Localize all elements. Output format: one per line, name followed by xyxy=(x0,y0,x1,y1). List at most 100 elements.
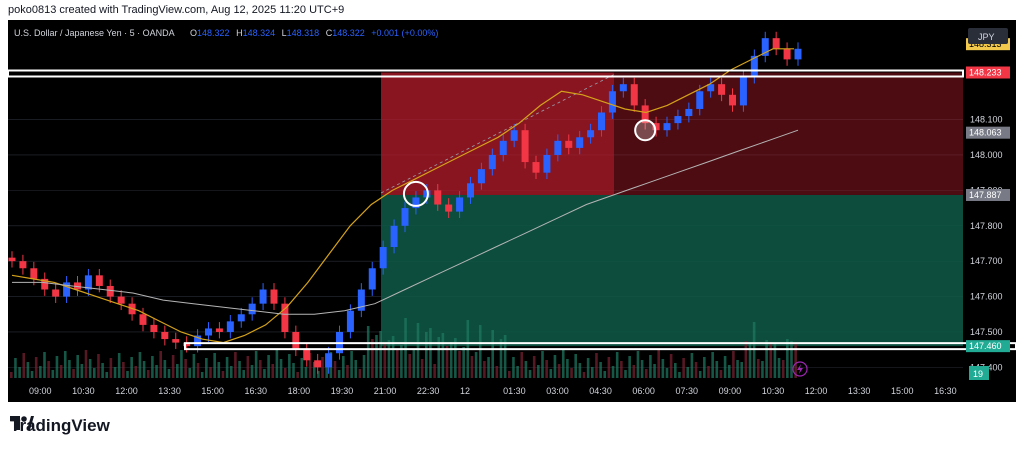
volume-bar xyxy=(727,365,731,378)
volume-bar xyxy=(84,350,88,378)
chart-frame[interactable]: 148.100148.000147.900147.800147.700147.6… xyxy=(8,20,1016,402)
candle xyxy=(543,154,551,173)
x-tick-label: 01:30 xyxy=(503,386,526,396)
volume-bar xyxy=(51,370,55,378)
volume-bar xyxy=(470,356,474,378)
candle xyxy=(106,285,114,297)
volume-bar xyxy=(192,354,196,378)
y-tick-label: 148.100 xyxy=(970,115,1003,125)
volume-bar xyxy=(524,361,528,378)
volume-bar xyxy=(698,371,702,378)
volume-bar xyxy=(441,333,445,378)
x-tick-label: 07:30 xyxy=(676,386,699,396)
volume-bar xyxy=(101,363,104,378)
volume-bar xyxy=(462,347,465,378)
volume-bar xyxy=(591,367,594,378)
currency-button[interactable] xyxy=(968,28,1008,44)
volume-bar xyxy=(176,364,179,378)
ma-fast-line xyxy=(11,48,794,344)
moving-averages xyxy=(11,48,799,344)
volume-bar xyxy=(292,363,295,378)
volume-bar xyxy=(59,365,63,378)
volume-bar xyxy=(640,360,644,378)
volume-bar xyxy=(196,363,200,378)
candle xyxy=(401,208,409,226)
candle xyxy=(467,183,474,198)
volume-bar xyxy=(188,368,192,378)
volume-bar xyxy=(234,352,237,378)
volume-bar xyxy=(715,361,719,378)
candle xyxy=(477,169,485,184)
volume-bar xyxy=(242,370,245,378)
candle xyxy=(303,349,311,361)
volume-bar xyxy=(391,336,395,378)
volume-bar xyxy=(611,366,615,378)
volume-bar xyxy=(458,351,461,378)
candle xyxy=(598,112,605,131)
volume-bar xyxy=(607,357,611,378)
price-badge-label: 148.313 xyxy=(969,39,1002,49)
volume-bar xyxy=(553,355,557,378)
volume-bar xyxy=(765,340,768,378)
volume-bar xyxy=(22,353,26,378)
candle xyxy=(499,140,507,155)
legend-ohlc: O148.322 H148.324 L148.318 C148.322 +0.0… xyxy=(190,28,438,38)
volume-bar xyxy=(308,353,312,378)
volume-bar xyxy=(221,371,225,378)
candle xyxy=(281,303,289,332)
volume-bar xyxy=(39,366,42,378)
candle xyxy=(456,197,464,212)
volume-bar xyxy=(142,361,146,378)
volume-bar xyxy=(449,342,453,378)
levels xyxy=(8,69,1016,351)
volume-bar xyxy=(93,368,96,378)
volume-bar xyxy=(229,366,233,378)
price-badge-label: 147.460 xyxy=(969,341,1002,351)
volume-bar xyxy=(68,360,71,378)
volume-bar xyxy=(603,371,607,378)
candle xyxy=(685,108,693,117)
volume-bar xyxy=(474,352,478,378)
x-tick-label: 13:30 xyxy=(158,386,181,396)
volume-bar xyxy=(491,330,494,378)
volume-bar xyxy=(674,363,677,378)
volume-bar xyxy=(283,368,287,378)
volume-bar xyxy=(358,369,362,378)
candle xyxy=(8,257,16,262)
volume-bar xyxy=(18,367,21,378)
candle xyxy=(608,91,616,113)
volume-bar xyxy=(711,352,714,378)
volume-bar xyxy=(72,369,75,378)
volume-bar xyxy=(437,337,441,378)
volume-bar xyxy=(499,339,503,378)
candle xyxy=(532,162,540,173)
lightning-icon[interactable] xyxy=(792,361,808,377)
volume-bar xyxy=(790,341,793,378)
candle xyxy=(750,55,758,78)
volume-bar xyxy=(275,350,279,378)
price-chart[interactable]: 148.100148.000147.900147.800147.700147.6… xyxy=(8,20,1016,402)
x-tick-label: 15:00 xyxy=(201,386,224,396)
volume-bar xyxy=(520,352,524,378)
candle xyxy=(565,140,573,148)
candle xyxy=(30,268,38,279)
candle xyxy=(587,130,595,138)
x-tick-label: 15:00 xyxy=(891,386,914,396)
volume-bar xyxy=(665,368,669,378)
candle xyxy=(619,84,627,92)
candle xyxy=(674,116,682,124)
tradingview-logo[interactable]: TradingView xyxy=(10,416,110,436)
volume-bar xyxy=(321,357,324,378)
candle xyxy=(52,289,60,297)
volume-bar xyxy=(757,359,760,378)
volume-bar xyxy=(117,353,121,378)
legend-symbol: U.S. Dollar / Japanese Yen · 5 · OANDA xyxy=(14,28,175,38)
volume-bar xyxy=(271,364,275,378)
candle xyxy=(783,48,791,60)
volume-bar xyxy=(777,358,781,378)
volume-bar xyxy=(217,362,221,378)
volume-bar xyxy=(159,351,162,378)
volume-bar xyxy=(366,326,370,378)
volume-bar xyxy=(113,367,117,378)
volume-bar xyxy=(420,359,424,378)
